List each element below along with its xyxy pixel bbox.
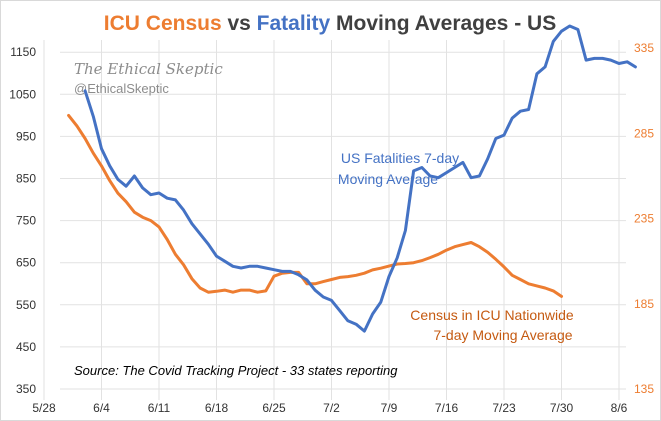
x-axis-tick-label: 7/2 <box>323 401 340 415</box>
title-vs-part: vs <box>222 12 257 35</box>
left-axis-tick-label: 1150 <box>10 45 36 59</box>
source-note: Source: The Covid Tracking Project - 33 … <box>74 363 398 378</box>
census-label-line2: 7-day Moving Average <box>433 327 572 343</box>
left-axis-tick-label: 850 <box>16 172 36 186</box>
chart-title: ICU Census vs Fatality Moving Averages -… <box>104 12 556 35</box>
left-axis-tick-label: 1050 <box>9 87 36 101</box>
x-axis-tick-label: 7/16 <box>435 401 459 415</box>
title-census-part: ICU Census <box>104 12 222 35</box>
watermark-handle: @EthicalSkeptic <box>74 81 169 96</box>
right-axis-tick-label: 335 <box>634 41 654 55</box>
x-axis-tick-label: 8/6 <box>611 401 628 415</box>
right-axis-tick-label: 235 <box>634 212 654 226</box>
x-axis-tick-label: 7/30 <box>550 401 574 415</box>
fatalities-label-line2: Moving Average <box>338 171 438 187</box>
left-axis-tick-label: 750 <box>16 214 36 228</box>
series-lines <box>67 24 637 333</box>
axis-ticks: 350 450 550 650 750 850 950 1050 1150 135 185 235 28… <box>9 41 654 415</box>
x-axis-tick-label: 7/9 <box>381 401 398 415</box>
census-label-line1: Census in ICU Nationwide <box>410 307 574 323</box>
grid-lines <box>43 40 626 400</box>
left-axis-tick-label: 950 <box>16 129 36 143</box>
right-axis-tick-label: 285 <box>634 126 654 140</box>
right-axis-tick-label: 185 <box>634 297 654 311</box>
x-axis-tick-label: 6/11 <box>148 401 171 415</box>
watermark-name: The Ethical Skeptic <box>74 60 223 78</box>
fatalities-series-line <box>83 24 637 333</box>
x-axis-tick-label: 7/23 <box>492 401 516 415</box>
left-axis-tick-label: 650 <box>16 256 36 270</box>
title-fatality-part: Fatality <box>257 12 331 35</box>
fatalities-label-line1: US Fatalities 7-day <box>341 150 459 166</box>
title-rest-part: Moving Averages - US <box>330 12 556 35</box>
left-axis-tick-label: 350 <box>16 382 36 396</box>
x-axis-tick-label: 6/18 <box>205 401 229 415</box>
x-axis-tick-label: 6/25 <box>262 401 286 415</box>
left-axis-tick-label: 450 <box>16 340 36 354</box>
x-axis-tick-label: 5/28 <box>32 401 56 415</box>
x-axis-tick-label: 6/4 <box>93 401 110 415</box>
left-axis-tick-label: 550 <box>16 298 36 312</box>
right-axis-tick-label: 135 <box>634 382 654 396</box>
census-series-line <box>67 113 563 298</box>
